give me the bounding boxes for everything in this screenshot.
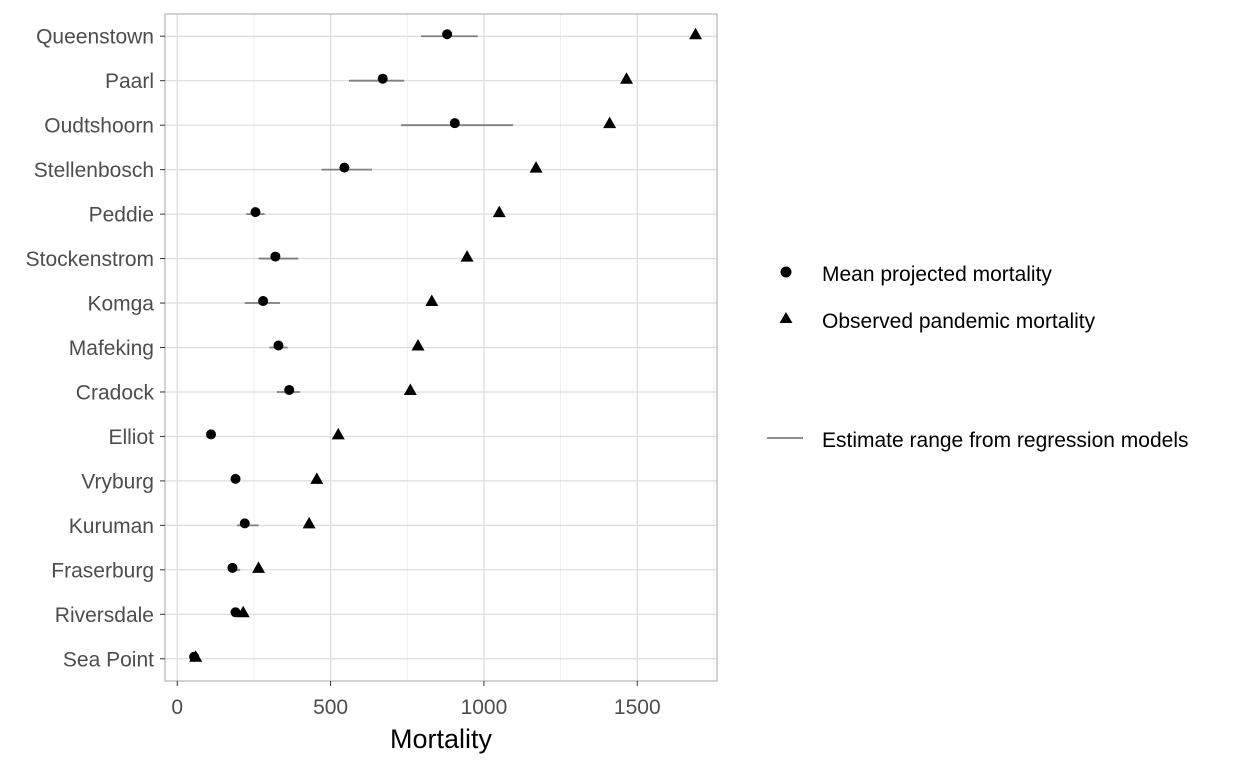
y-tick-label: Sea Point xyxy=(63,648,154,671)
mean-circle-point xyxy=(442,29,453,40)
observed-triangle-point xyxy=(529,161,543,173)
observed-triangle-point xyxy=(492,205,506,218)
mean-circle-point xyxy=(270,251,281,262)
y-tick-label: Komga xyxy=(87,293,154,316)
mean-circle-point xyxy=(206,429,216,440)
mean-circle-point xyxy=(227,562,238,573)
legend-circle-marker xyxy=(780,266,792,278)
y-tick-label: Vryburg xyxy=(81,470,154,493)
y-tick-label: Elliot xyxy=(108,426,154,449)
y-tick-labels: Queenstown Paarl Oudtshoorn Stellenbosch Ped… xyxy=(26,26,165,671)
y-tick-label: Stockenstrom xyxy=(26,248,154,271)
y-tick-label: Paarl xyxy=(105,70,154,93)
mean-circle-point xyxy=(339,162,350,173)
mean-circle-point xyxy=(377,73,388,84)
y-tick-label: Riversdale xyxy=(55,604,154,627)
x-tick-label: 0 xyxy=(171,696,183,719)
legend: Mean projected mortality Observed pandem… xyxy=(767,263,1189,452)
legend-label-range: Estimate range from regression models xyxy=(822,429,1189,452)
mean-circle-point xyxy=(284,384,295,395)
y-tick-label: Oudtshoorn xyxy=(44,115,154,138)
mean-circle-point xyxy=(258,296,269,307)
observed-triangle-point xyxy=(411,339,425,351)
mean-circle-point xyxy=(250,207,261,218)
y-tick-label: Cradock xyxy=(76,381,155,404)
mean-circle-point xyxy=(189,651,200,662)
y-tick-label: Peddie xyxy=(89,204,154,227)
x-tick-labels: 0 500 1000 1500 xyxy=(171,681,661,719)
x-tick-label: 500 xyxy=(313,696,348,719)
y-tick-label: Kuruman xyxy=(69,515,154,538)
observed-triangle-point xyxy=(403,383,417,395)
mean-circle-point xyxy=(230,607,241,618)
data-points xyxy=(189,27,703,662)
x-tick-label: 1500 xyxy=(614,696,661,719)
observed-triangle-point xyxy=(603,116,617,129)
mean-circle-point xyxy=(230,473,241,484)
x-tick-label: 1000 xyxy=(461,696,508,719)
legend-label-mean: Mean projected mortality xyxy=(822,263,1052,286)
mean-circle-point xyxy=(273,340,284,351)
y-tick-label: Fraserburg xyxy=(51,559,154,582)
observed-triangle-point xyxy=(252,561,266,573)
observed-triangle-point xyxy=(689,27,703,40)
y-tick-label: Queenstown xyxy=(36,26,154,49)
y-tick-label: Mafeking xyxy=(69,337,154,360)
y-tick-label: Stellenbosch xyxy=(34,159,154,182)
observed-triangle-point xyxy=(310,472,324,484)
observed-triangle-point xyxy=(425,294,439,307)
legend-triangle-marker xyxy=(779,312,793,323)
legend-label-observed: Observed pandemic mortality xyxy=(822,310,1096,333)
mean-circle-point xyxy=(239,518,250,529)
observed-triangle-point xyxy=(620,72,634,84)
observed-triangle-point xyxy=(460,250,474,262)
observed-triangle-point xyxy=(331,427,345,440)
x-axis-title: Mortality xyxy=(390,724,493,754)
mean-circle-point xyxy=(449,118,460,129)
observed-triangle-point xyxy=(302,516,316,529)
